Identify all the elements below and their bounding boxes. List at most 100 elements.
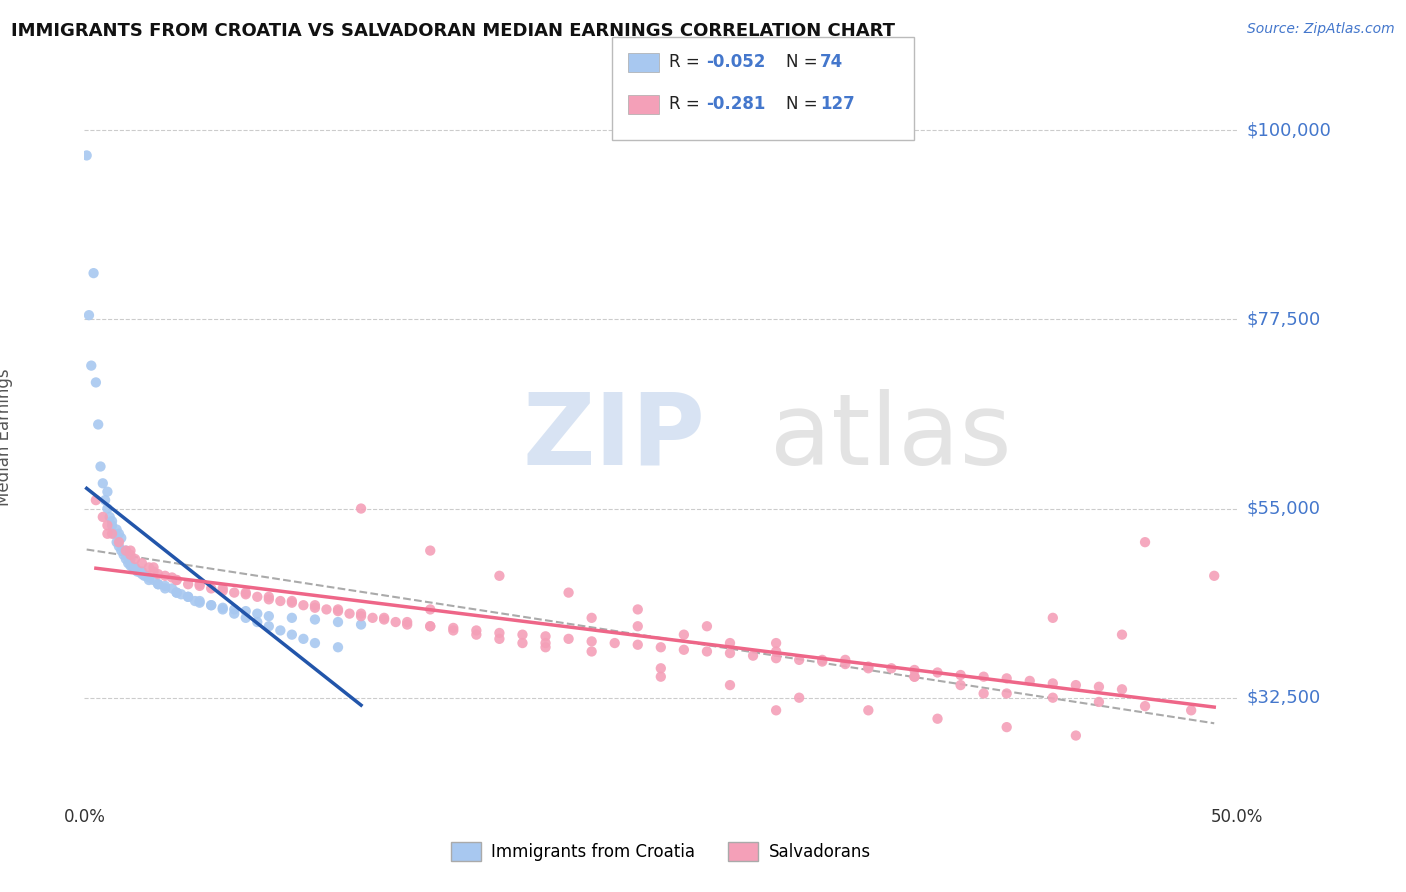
Point bbox=[326, 615, 349, 629]
Point bbox=[188, 577, 211, 591]
Point bbox=[581, 644, 603, 658]
Point bbox=[184, 594, 207, 608]
Text: -0.281: -0.281 bbox=[706, 95, 765, 113]
Point bbox=[120, 558, 142, 573]
Point bbox=[903, 670, 925, 684]
Point bbox=[281, 594, 304, 608]
Point bbox=[534, 640, 557, 655]
Point bbox=[326, 640, 349, 655]
Point bbox=[142, 573, 165, 587]
Point bbox=[419, 619, 441, 633]
Point bbox=[120, 548, 142, 562]
Point bbox=[488, 626, 510, 640]
Point bbox=[1111, 682, 1133, 697]
Text: ZIP: ZIP bbox=[523, 389, 706, 485]
Point bbox=[787, 653, 810, 667]
Point bbox=[134, 568, 156, 582]
Point bbox=[534, 636, 557, 650]
Point bbox=[1064, 729, 1087, 743]
Point bbox=[153, 582, 176, 596]
Point bbox=[120, 552, 142, 566]
Point bbox=[135, 569, 157, 583]
Point bbox=[465, 627, 488, 641]
Point bbox=[177, 590, 200, 604]
Point bbox=[557, 632, 579, 646]
Point bbox=[1133, 699, 1156, 714]
Point bbox=[160, 570, 183, 584]
Point bbox=[281, 596, 304, 610]
Text: $32,500: $32,500 bbox=[1247, 689, 1320, 706]
Point bbox=[650, 661, 672, 675]
Point bbox=[224, 607, 246, 621]
Point bbox=[858, 703, 880, 717]
Point bbox=[373, 611, 395, 625]
Point bbox=[419, 543, 441, 558]
Text: R =: R = bbox=[669, 95, 706, 113]
Point bbox=[131, 556, 153, 570]
Point bbox=[115, 543, 138, 558]
Point bbox=[1111, 627, 1133, 641]
Point bbox=[124, 552, 146, 566]
Point bbox=[419, 619, 441, 633]
Point bbox=[108, 535, 131, 549]
Point bbox=[995, 672, 1018, 686]
Point bbox=[124, 560, 146, 574]
Point bbox=[84, 493, 107, 508]
Point bbox=[101, 526, 124, 541]
Text: R =: R = bbox=[669, 54, 706, 71]
Point bbox=[246, 590, 269, 604]
Point bbox=[718, 636, 741, 650]
Point bbox=[166, 573, 188, 587]
Point bbox=[108, 526, 131, 541]
Point bbox=[235, 587, 257, 601]
Text: Median Earnings: Median Earnings bbox=[0, 368, 13, 506]
Point bbox=[94, 493, 117, 508]
Point bbox=[257, 609, 280, 624]
Point bbox=[834, 653, 856, 667]
Point bbox=[696, 644, 718, 658]
Point bbox=[1042, 690, 1064, 705]
Point bbox=[269, 624, 291, 638]
Point bbox=[326, 602, 349, 616]
Point bbox=[581, 611, 603, 625]
Point bbox=[115, 552, 138, 566]
Point bbox=[1180, 703, 1202, 717]
Point bbox=[96, 484, 118, 499]
Point bbox=[396, 615, 419, 629]
Point bbox=[142, 560, 165, 574]
Point bbox=[160, 582, 183, 596]
Point bbox=[718, 678, 741, 692]
Point bbox=[200, 599, 222, 613]
Point bbox=[77, 308, 100, 322]
Point bbox=[858, 661, 880, 675]
Point bbox=[315, 602, 337, 616]
Point bbox=[146, 577, 169, 591]
Point bbox=[112, 548, 135, 562]
Point bbox=[146, 567, 169, 582]
Text: N =: N = bbox=[786, 54, 823, 71]
Text: $55,000: $55,000 bbox=[1247, 500, 1320, 517]
Text: Source: ZipAtlas.com: Source: ZipAtlas.com bbox=[1247, 22, 1395, 37]
Point bbox=[742, 648, 765, 663]
Point bbox=[1042, 611, 1064, 625]
Point bbox=[384, 615, 406, 629]
Point bbox=[465, 624, 488, 638]
Point bbox=[696, 619, 718, 633]
Point bbox=[128, 565, 150, 579]
Point bbox=[627, 638, 650, 652]
Point bbox=[200, 599, 222, 613]
Point bbox=[91, 510, 114, 524]
Point bbox=[84, 376, 107, 390]
Point bbox=[246, 615, 269, 629]
Point bbox=[650, 670, 672, 684]
Point bbox=[304, 600, 326, 615]
Point bbox=[281, 627, 304, 641]
Point bbox=[281, 611, 304, 625]
Point bbox=[134, 569, 156, 583]
Point bbox=[138, 573, 160, 587]
Point bbox=[211, 600, 233, 615]
Point bbox=[211, 583, 233, 598]
Point bbox=[235, 604, 257, 618]
Point bbox=[83, 266, 105, 280]
Point bbox=[170, 587, 193, 601]
